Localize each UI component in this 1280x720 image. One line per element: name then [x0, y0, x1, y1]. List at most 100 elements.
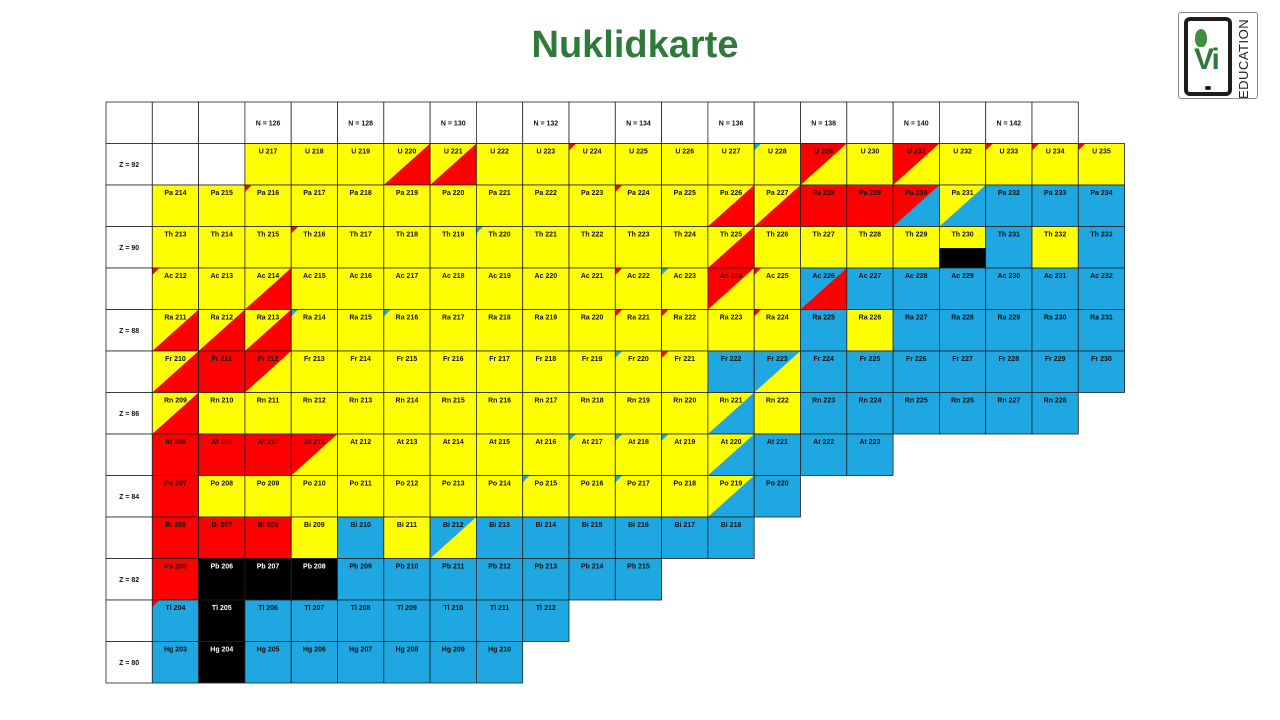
nuclide-cell: [707, 517, 755, 559]
nuclide-label: Ra 223: [720, 315, 743, 322]
nuclide-label: Tl 212: [536, 605, 556, 612]
nuclide-cell: [383, 268, 431, 310]
nuclide-cell: [754, 268, 801, 310]
nuclide-cell: [198, 517, 245, 559]
nuclide-label: Pa 223: [581, 190, 603, 197]
decay-split-triangle: [152, 392, 199, 434]
nuclide-label: Ra 224: [766, 315, 789, 322]
header-cell: [661, 101, 709, 144]
nuclide-cell: [383, 309, 431, 351]
nuclide-cell: [337, 143, 384, 185]
nuclide-cell: [569, 392, 616, 434]
nuclide-label: Rn 220: [673, 398, 696, 405]
nuclide-cell: [893, 392, 940, 434]
nuclide-label: Pa 233: [1044, 190, 1066, 197]
nuclide-cell: [522, 434, 569, 476]
nuclide-cell: [337, 392, 384, 434]
decay-split-triangle: [800, 268, 847, 310]
nuclide-label: Tl 206: [258, 605, 278, 612]
proton-number-label: Z = 92: [119, 162, 139, 169]
nuclide-cell: [1032, 185, 1079, 227]
nuclide-cell: [661, 351, 708, 393]
nuclide-label: Pa 218: [350, 190, 372, 197]
cell-border: [707, 516, 755, 559]
nuclide-cell: [985, 185, 1032, 227]
nuclide-cell: [383, 517, 431, 559]
nuclide-label: U 220: [398, 149, 417, 156]
nuclide-label: Ac 218: [442, 273, 465, 280]
decay-split-triangle: [707, 268, 755, 310]
nuclide-cell: [893, 268, 940, 310]
nuclide-cell: [244, 226, 292, 268]
z-label-cell: [105, 433, 153, 476]
nuclide-cell: [800, 185, 847, 227]
nuclide-label: Rn 214: [395, 398, 418, 405]
nuclide-cell: [430, 268, 477, 310]
nuclide-cell: [337, 309, 384, 351]
nuclide-cell: [985, 143, 1032, 185]
z-label-cell: [105, 226, 153, 269]
nuclide-cell: [152, 558, 199, 600]
decay-split-triangle: [244, 268, 292, 310]
page-title: Nuklidkarte: [531, 24, 739, 66]
nuclide-label: Pa 214: [164, 190, 186, 197]
nuclide-cell: [661, 268, 708, 310]
decay-split-triangle: [707, 434, 755, 476]
nuclide-cell: [893, 351, 940, 393]
nuclide-label: Pa 216: [257, 190, 279, 197]
nuclide-cell: [846, 268, 894, 310]
nuclide-cell: [476, 226, 523, 268]
nuclide-cell: [337, 641, 384, 683]
nuclide-label: Ra 211: [164, 315, 186, 322]
nuclide-cell: [846, 309, 894, 351]
nuclide-label: Ac 225: [766, 273, 789, 280]
header-cell: [198, 101, 246, 144]
nuclide-label: Po 207: [164, 481, 187, 488]
nuclide-label: Pa 215: [211, 190, 233, 197]
person-figure-icon: [1195, 29, 1207, 47]
nuclide-label: Ac 215: [303, 273, 326, 280]
header-cell: [475, 101, 524, 144]
nuclide-cell: [707, 143, 755, 185]
nuclide-label: Rn 216: [488, 398, 511, 405]
nuclide-label: Ra 219: [535, 315, 558, 322]
nuclide-label: Fr 218: [536, 356, 557, 363]
nuclide-label: Fr 226: [906, 356, 927, 363]
nuclide-label: U 226: [675, 149, 694, 156]
nuclide-cell: [754, 392, 801, 434]
nuclide-cell: [337, 475, 384, 517]
nuclide-label: Ra 216: [396, 315, 419, 322]
corner-marker: [754, 268, 762, 275]
nuclide-label: Fr 230: [1091, 356, 1112, 363]
header-cell: [614, 101, 662, 144]
nuclide-cell: [754, 143, 801, 185]
nuclide-label: Ac 213: [210, 273, 233, 280]
home-button-icon: [1205, 86, 1211, 90]
nuclide-cell: [985, 351, 1032, 393]
nuclide-label: Rn 225: [905, 398, 928, 405]
corner-marker: [661, 309, 669, 317]
nuclide-label: Po 214: [488, 481, 511, 488]
nuclide-label: Th 226: [766, 232, 788, 239]
nuclide-label: Rn 210: [210, 398, 233, 405]
decay-split-triangle: [244, 351, 292, 393]
nuclide-label: Fr 221: [674, 356, 695, 363]
nuclide-label: Bi 212: [443, 522, 464, 529]
nuclide-cell: [893, 309, 940, 351]
nuclide-cell: [846, 392, 894, 434]
nuclide-label: Pb 212: [488, 564, 511, 571]
stable-band: [939, 248, 986, 268]
nuclide-cell: [846, 226, 894, 268]
corner-marker: [152, 268, 160, 275]
nuclide-cell: [800, 309, 847, 351]
nuclide-label: At 211: [304, 439, 325, 446]
nuclide-cell: [939, 351, 986, 393]
nuclide-label: Ra 217: [442, 315, 465, 322]
nuclide-label: Th 218: [396, 232, 418, 239]
header-cell: [568, 101, 616, 144]
z-label-cell: [105, 475, 153, 518]
nuclide-label: Pb 215: [627, 564, 650, 571]
nuclide-cell: [1078, 226, 1125, 268]
nuclide-label: At 217: [582, 439, 603, 446]
nuclide-label: At 218: [628, 439, 649, 446]
